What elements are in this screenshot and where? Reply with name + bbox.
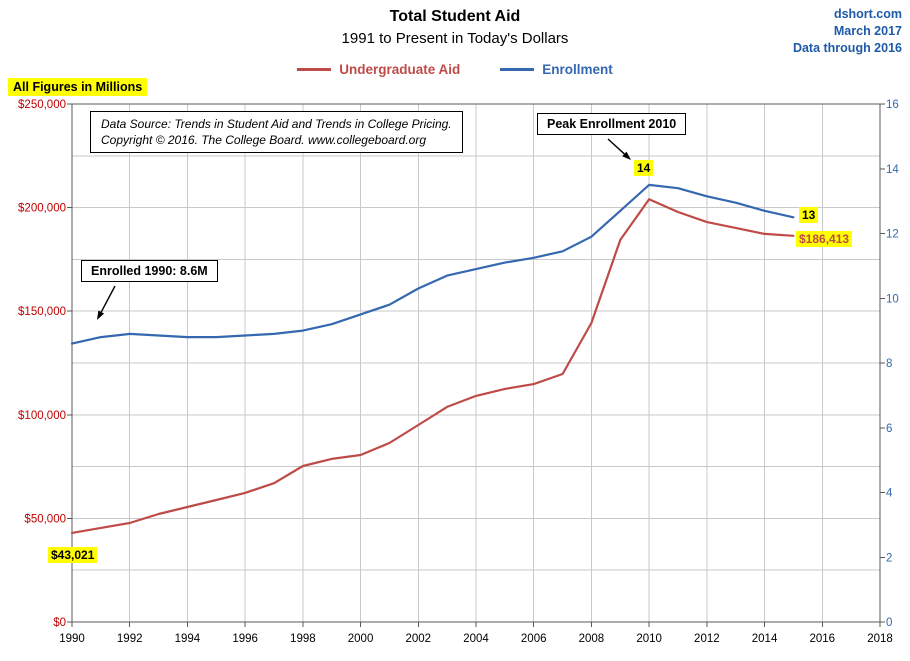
enrolled-1990-callout: Enrolled 1990: 8.6M xyxy=(81,260,218,282)
svg-text:2016: 2016 xyxy=(809,633,835,645)
figures-note: All Figures in Millions xyxy=(8,78,148,96)
svg-text:$0: $0 xyxy=(53,617,66,629)
data-source-note: Data Source: Trends in Student Aid and T… xyxy=(90,111,463,153)
legend: Undergraduate Aid Enrollment xyxy=(0,62,910,77)
start-aid-value-label: $43,021 xyxy=(48,547,98,563)
legend-item-undergraduate-aid: Undergraduate Aid xyxy=(297,62,460,77)
svg-text:$50,000: $50,000 xyxy=(24,513,66,525)
svg-text:1998: 1998 xyxy=(290,633,316,645)
undergraduate-aid-line xyxy=(70,198,795,535)
svg-text:1992: 1992 xyxy=(117,633,143,645)
svg-text:2002: 2002 xyxy=(405,633,431,645)
svg-text:2: 2 xyxy=(886,552,892,564)
svg-text:2008: 2008 xyxy=(579,633,605,645)
svg-text:$100,000: $100,000 xyxy=(18,410,66,422)
svg-text:0: 0 xyxy=(886,617,892,629)
svg-text:1994: 1994 xyxy=(175,633,201,645)
svg-text:2012: 2012 xyxy=(694,633,720,645)
svg-text:12: 12 xyxy=(886,229,899,241)
undergraduate-aid-line-swatch xyxy=(297,68,332,71)
source-attribution: dshort.com March 2017 Data through 2016 xyxy=(793,6,902,57)
chart-subtitle: 1991 to Present in Today's Dollars xyxy=(341,30,569,47)
peak-enrollment-value-label: 14 xyxy=(634,160,654,176)
svg-text:14: 14 xyxy=(886,164,899,176)
svg-text:$150,000: $150,000 xyxy=(18,306,66,318)
enrollment-line xyxy=(70,183,795,345)
enrollment-line-swatch xyxy=(500,68,535,71)
svg-text:$200,000: $200,000 xyxy=(18,203,66,215)
source-site: dshort.com xyxy=(833,7,902,21)
data-source-line1: Data Source: Trends in Student Aid and T… xyxy=(101,117,452,131)
svg-text:1996: 1996 xyxy=(232,633,258,645)
svg-text:10: 10 xyxy=(886,293,899,305)
svg-text:2018: 2018 xyxy=(867,633,893,645)
page-title: Total Student Aid xyxy=(389,8,521,25)
svg-text:6: 6 xyxy=(886,423,892,435)
svg-text:8: 8 xyxy=(886,358,892,370)
end-enrollment-value-label: 13 xyxy=(799,207,819,223)
source-note: Data through 2016 xyxy=(792,41,902,55)
data-source-line2: Copyright © 2016. The College Board. www… xyxy=(101,133,427,147)
svg-text:4: 4 xyxy=(886,488,893,500)
legend-item-enrollment: Enrollment xyxy=(500,62,613,77)
svg-text:2006: 2006 xyxy=(521,633,547,645)
svg-text:$250,000: $250,000 xyxy=(18,99,66,111)
svg-text:2014: 2014 xyxy=(752,633,778,645)
source-date: March 2017 xyxy=(833,24,902,38)
end-aid-value-label: $186,413 xyxy=(796,231,853,247)
svg-text:2010: 2010 xyxy=(636,633,662,645)
svg-text:2000: 2000 xyxy=(348,633,374,645)
svg-text:2004: 2004 xyxy=(463,633,489,645)
svg-text:1990: 1990 xyxy=(59,633,85,645)
legend-label-enrollment: Enrollment xyxy=(542,62,613,77)
svg-text:16: 16 xyxy=(886,99,899,111)
legend-label-undergraduate-aid: Undergraduate Aid xyxy=(339,62,461,77)
peak-enrollment-callout: Peak Enrollment 2010 xyxy=(537,113,687,135)
